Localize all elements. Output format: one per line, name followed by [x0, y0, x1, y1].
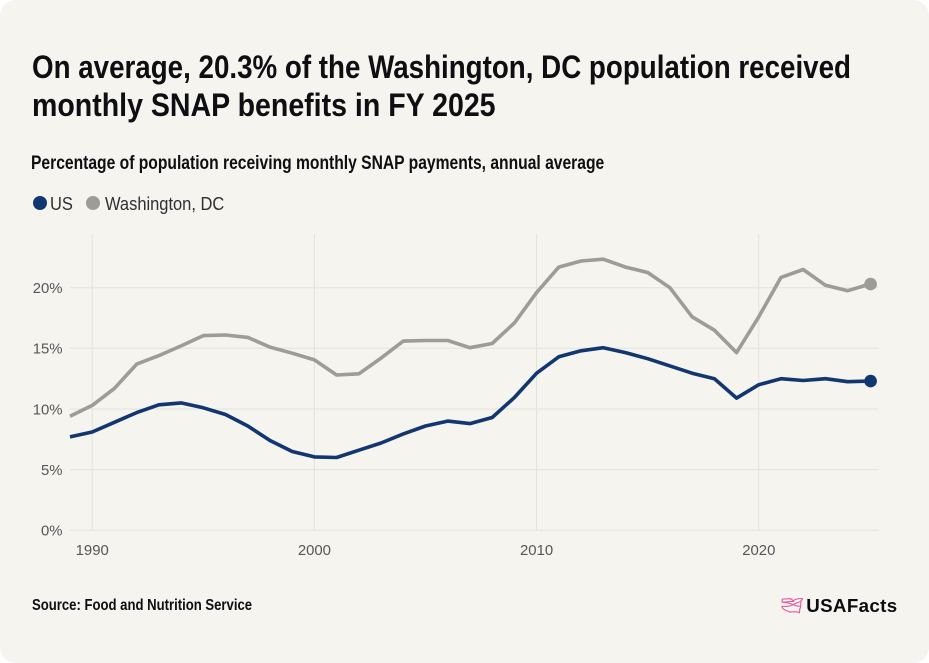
svg-text:5%: 5% [41, 463, 63, 479]
svg-text:10%: 10% [33, 402, 63, 418]
svg-text:2000: 2000 [298, 543, 331, 559]
svg-text:2010: 2010 [520, 543, 553, 559]
svg-text:1990: 1990 [76, 543, 109, 559]
svg-text:2020: 2020 [742, 543, 775, 559]
svg-text:20%: 20% [33, 281, 63, 297]
svg-text:15%: 15% [33, 342, 63, 358]
svg-text:0%: 0% [41, 524, 63, 540]
